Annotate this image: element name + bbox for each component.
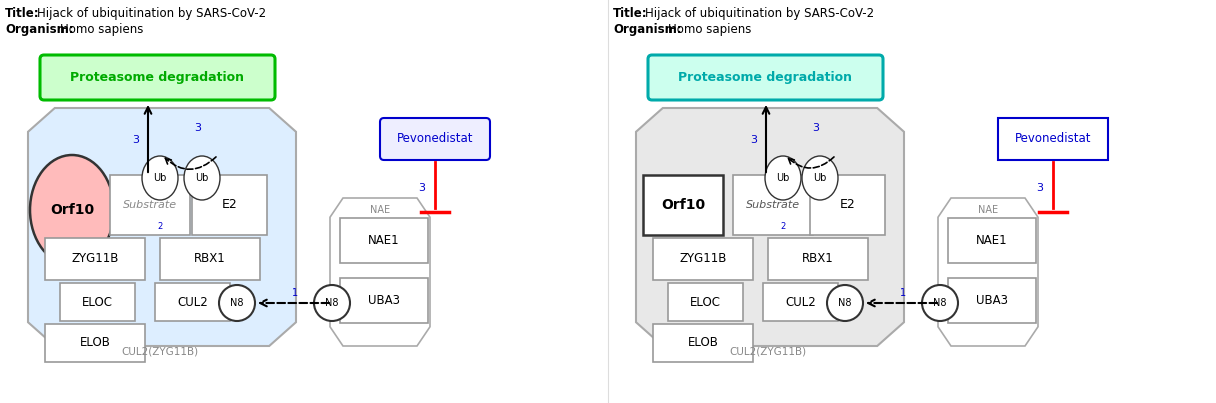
Text: Ub: Ub (153, 173, 167, 183)
Text: NAE: NAE (978, 205, 998, 215)
Bar (643, 175, 724, 235)
Text: Orf10: Orf10 (50, 203, 94, 217)
Text: N8: N8 (933, 298, 947, 308)
Ellipse shape (142, 156, 178, 200)
Ellipse shape (803, 156, 838, 200)
Ellipse shape (184, 156, 220, 200)
Circle shape (827, 285, 863, 321)
Bar (810, 175, 885, 235)
Bar (762, 283, 838, 321)
Bar (340, 218, 428, 263)
Text: ELOB: ELOB (79, 337, 111, 349)
Text: N8: N8 (838, 298, 851, 308)
Bar (653, 324, 753, 362)
Bar (154, 283, 230, 321)
Text: CUL2: CUL2 (178, 295, 208, 309)
Ellipse shape (30, 155, 114, 265)
Bar (668, 283, 743, 321)
Text: Substrate: Substrate (745, 200, 800, 210)
Text: 2: 2 (157, 222, 163, 231)
Bar (340, 278, 428, 323)
Text: NAE: NAE (370, 205, 390, 215)
Bar (733, 175, 814, 235)
Bar (769, 238, 868, 280)
Text: Homo sapiens: Homo sapiens (668, 23, 751, 36)
Text: UBA3: UBA3 (368, 294, 400, 307)
Circle shape (219, 285, 255, 321)
Text: 1: 1 (900, 288, 906, 298)
Text: Organism:: Organism: (613, 23, 682, 36)
Text: RBX1: RBX1 (803, 253, 834, 266)
Text: CUL2(ZYG11B): CUL2(ZYG11B) (122, 347, 198, 357)
Text: 1: 1 (292, 288, 298, 298)
Circle shape (922, 285, 958, 321)
Bar (45, 324, 145, 362)
FancyBboxPatch shape (379, 118, 490, 160)
Bar (45, 238, 145, 280)
Text: N8: N8 (230, 298, 243, 308)
Text: Hijack of ubiquitination by SARS-CoV-2: Hijack of ubiquitination by SARS-CoV-2 (644, 7, 874, 20)
Text: NAE1: NAE1 (368, 234, 400, 247)
Text: ELOC: ELOC (81, 295, 113, 309)
Text: 3: 3 (418, 183, 426, 193)
Bar (109, 175, 190, 235)
Bar (653, 238, 753, 280)
Text: RBX1: RBX1 (195, 253, 226, 266)
Text: Title:: Title: (5, 7, 40, 20)
Text: 3: 3 (750, 135, 758, 145)
Bar (948, 218, 1036, 263)
Text: 3: 3 (812, 123, 820, 133)
Polygon shape (938, 198, 1038, 346)
Circle shape (314, 285, 350, 321)
Text: ZYG11B: ZYG11B (72, 253, 119, 266)
Text: 3: 3 (1036, 183, 1043, 193)
FancyBboxPatch shape (40, 55, 275, 100)
Text: CUL2(ZYG11B): CUL2(ZYG11B) (730, 347, 806, 357)
Text: ELOC: ELOC (689, 295, 721, 309)
Bar (948, 278, 1036, 323)
Text: E2: E2 (221, 199, 237, 212)
Text: 3: 3 (195, 123, 202, 133)
Text: Ub: Ub (196, 173, 209, 183)
Text: N8: N8 (325, 298, 339, 308)
Text: Orf10: Orf10 (662, 198, 705, 212)
Text: UBA3: UBA3 (976, 294, 1008, 307)
Polygon shape (636, 108, 903, 346)
Text: NAE1: NAE1 (976, 234, 1008, 247)
Bar (192, 175, 268, 235)
Text: Ub: Ub (814, 173, 827, 183)
Bar (161, 238, 260, 280)
Text: 3: 3 (133, 135, 140, 145)
Text: Pevonedistat: Pevonedistat (1014, 133, 1091, 145)
Text: Homo sapiens: Homo sapiens (60, 23, 143, 36)
Bar (60, 283, 135, 321)
Text: 2: 2 (781, 222, 786, 231)
Text: Proteasome degradation: Proteasome degradation (71, 71, 244, 84)
Bar (998, 118, 1108, 160)
Text: Organism:: Organism: (5, 23, 74, 36)
Text: Proteasome degradation: Proteasome degradation (679, 71, 852, 84)
Text: ZYG11B: ZYG11B (680, 253, 727, 266)
Text: Ub: Ub (776, 173, 789, 183)
Polygon shape (28, 108, 295, 346)
Polygon shape (330, 198, 430, 346)
FancyBboxPatch shape (648, 55, 883, 100)
Text: ELOB: ELOB (687, 337, 719, 349)
Text: Hijack of ubiquitination by SARS-CoV-2: Hijack of ubiquitination by SARS-CoV-2 (36, 7, 266, 20)
Ellipse shape (765, 156, 801, 200)
Text: E2: E2 (839, 199, 855, 212)
Text: Pevonedistat: Pevonedistat (396, 133, 473, 145)
Text: Title:: Title: (613, 7, 648, 20)
Text: CUL2: CUL2 (786, 295, 816, 309)
Text: Substrate: Substrate (123, 200, 178, 210)
